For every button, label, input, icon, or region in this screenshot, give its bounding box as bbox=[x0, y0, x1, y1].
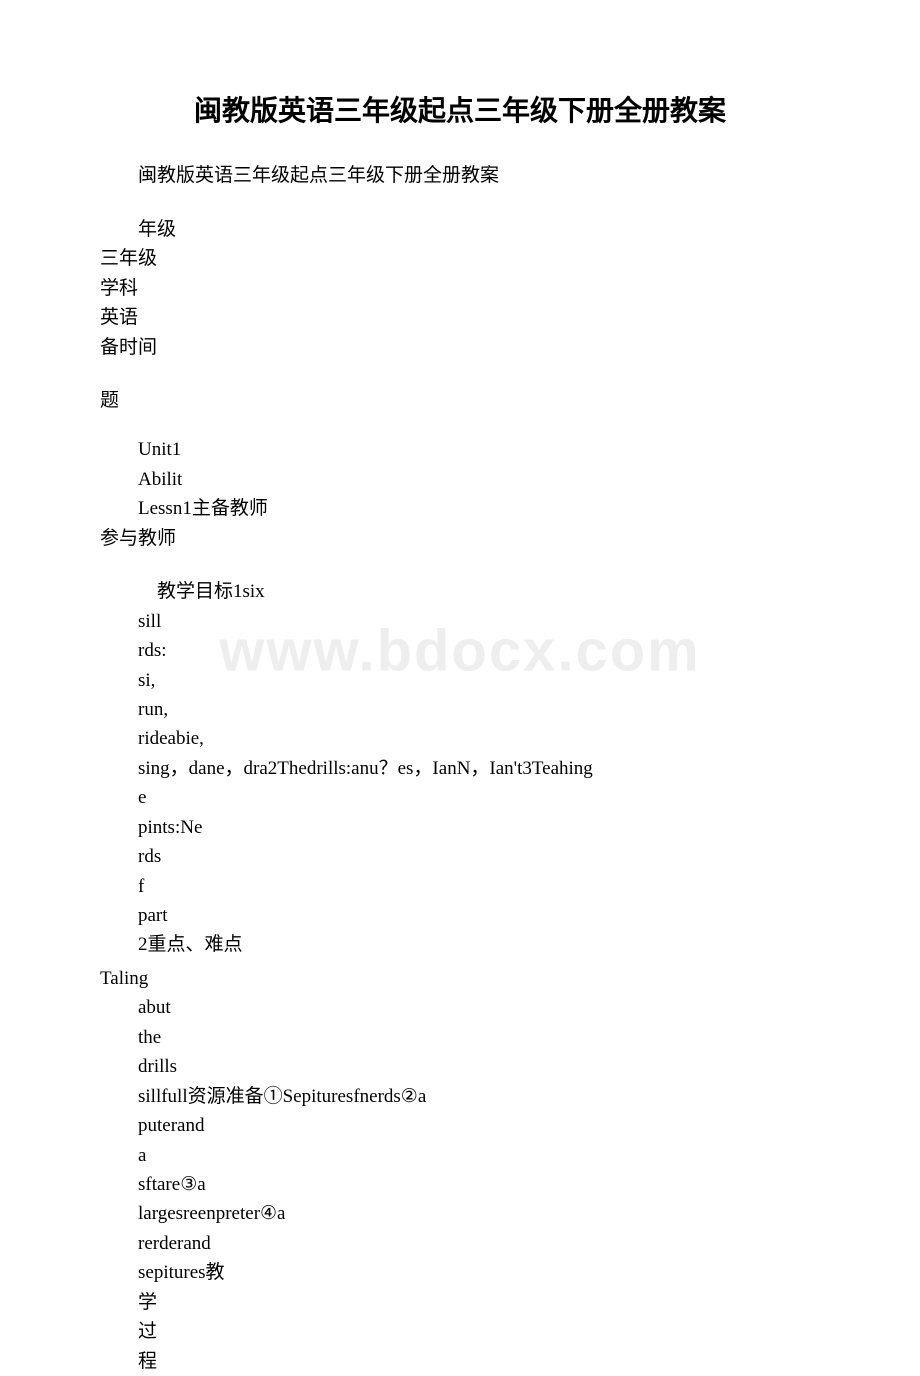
difficult-line: the bbox=[100, 1023, 820, 1052]
goals-line: si, bbox=[100, 666, 820, 695]
unit-line-1: Unit1 bbox=[100, 435, 820, 464]
difficult-line: puterand bbox=[100, 1111, 820, 1140]
difficult-line: 程 bbox=[100, 1347, 820, 1376]
difficult-line: 过 bbox=[100, 1317, 820, 1346]
goals-header: 教学目标1six bbox=[100, 577, 820, 606]
difficult-line: rerderand bbox=[100, 1229, 820, 1258]
difficult-header: Taling bbox=[100, 964, 820, 993]
difficult-line: sepitures教 bbox=[100, 1258, 820, 1287]
unit-line-2: Abilit bbox=[100, 465, 820, 494]
goals-line: sill bbox=[100, 607, 820, 636]
goals-line: pints:Ne bbox=[100, 813, 820, 842]
unit-line-3: Lessn1主备教师 bbox=[100, 494, 820, 523]
difficult-line: drills bbox=[100, 1052, 820, 1081]
meta-preptime-label: 备时间 bbox=[100, 333, 820, 362]
difficult-line: 学 bbox=[100, 1288, 820, 1317]
meta-subject-label: 学科 bbox=[100, 274, 820, 303]
unit-line-4: 参与教师 bbox=[100, 524, 820, 553]
difficult-line: a bbox=[100, 1141, 820, 1170]
goals-line: sing，dane，dra2Thedrills:anu？es，IanN，Ian'… bbox=[100, 754, 820, 783]
goals-line: rds bbox=[100, 842, 820, 871]
topic-label: 题 bbox=[100, 386, 820, 415]
page-title: 闽教版英语三年级起点三年级下册全册教案 bbox=[100, 90, 820, 133]
meta-grade-label: 年级 bbox=[100, 215, 820, 244]
meta-subject-value: 英语 bbox=[100, 303, 820, 332]
difficult-line: sftare③a bbox=[100, 1170, 820, 1199]
difficult-line: largesreenpreter④a bbox=[100, 1199, 820, 1228]
page-subtitle: 闽教版英语三年级起点三年级下册全册教案 bbox=[100, 161, 820, 190]
goals-line: run, bbox=[100, 695, 820, 724]
goals-line: rideabie, bbox=[100, 724, 820, 753]
difficult-line: sillfull资源准备①Sepituresfnerds②a bbox=[100, 1082, 820, 1111]
goals-line: e bbox=[100, 783, 820, 812]
meta-grade-value: 三年级 bbox=[100, 244, 820, 273]
goals-line: f bbox=[100, 872, 820, 901]
difficult-line: abut bbox=[100, 993, 820, 1022]
goals-line: 2重点、难点 bbox=[100, 930, 820, 959]
goals-line: rds: bbox=[100, 636, 820, 665]
goals-line: part bbox=[100, 901, 820, 930]
